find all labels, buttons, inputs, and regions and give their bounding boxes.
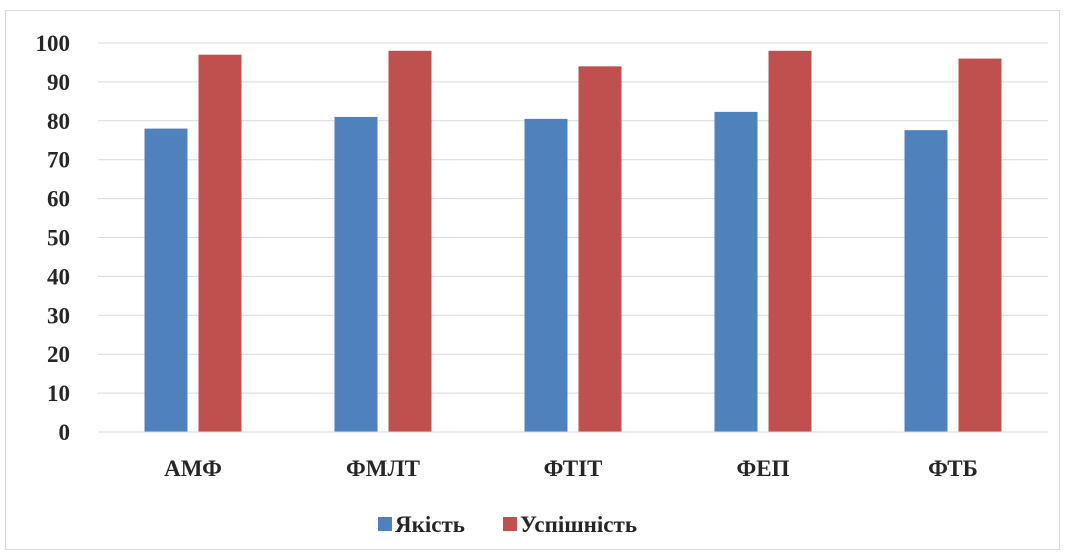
y-tick-label: 80 (47, 109, 70, 134)
bar-yakist-2 (524, 118, 568, 432)
bar-uspishnist-0 (198, 54, 242, 433)
bar-uspishnist-1 (388, 50, 432, 432)
bar-yakist-4 (904, 130, 948, 433)
x-axis-categories: АМФ ФМЛТ ФТІТ ФЕП ФТБ (164, 456, 978, 481)
y-axis-ticks: 0 10 20 30 40 50 60 70 80 90 100 (36, 31, 71, 445)
legend: Якість Успішність (378, 512, 637, 537)
y-tick-label: 90 (47, 70, 70, 95)
x-category-label: АМФ (164, 456, 222, 481)
y-tick-label: 0 (59, 420, 71, 445)
bar-uspishnist-3 (768, 50, 812, 432)
legend-swatch-yakist (378, 517, 392, 531)
x-category-label: ФТБ (928, 456, 978, 481)
bar-uspishnist-4 (958, 58, 1002, 433)
y-tick-label: 20 (47, 342, 70, 367)
gridlines (98, 42, 1048, 394)
y-tick-label: 40 (47, 264, 70, 289)
legend-label-uspishnist: Успішність (520, 512, 637, 537)
y-tick-label: 30 (47, 303, 70, 328)
bar-yakist-1 (334, 116, 378, 432)
legend-swatch-uspishnist (503, 517, 517, 531)
bar-yakist-0 (144, 128, 188, 432)
x-category-label: ФТІТ (544, 456, 603, 481)
bar-uspishnist-2 (578, 66, 622, 432)
y-tick-label: 60 (47, 187, 70, 212)
bar-yakist-3 (714, 111, 758, 432)
y-tick-label: 10 (47, 381, 70, 406)
y-tick-label: 50 (47, 226, 70, 251)
bars (144, 50, 1002, 433)
legend-label-yakist: Якість (395, 512, 465, 537)
x-category-label: ФЕП (737, 456, 790, 481)
y-tick-label: 100 (36, 31, 71, 56)
y-tick-label: 70 (47, 148, 70, 173)
x-category-label: ФМЛТ (346, 456, 420, 481)
